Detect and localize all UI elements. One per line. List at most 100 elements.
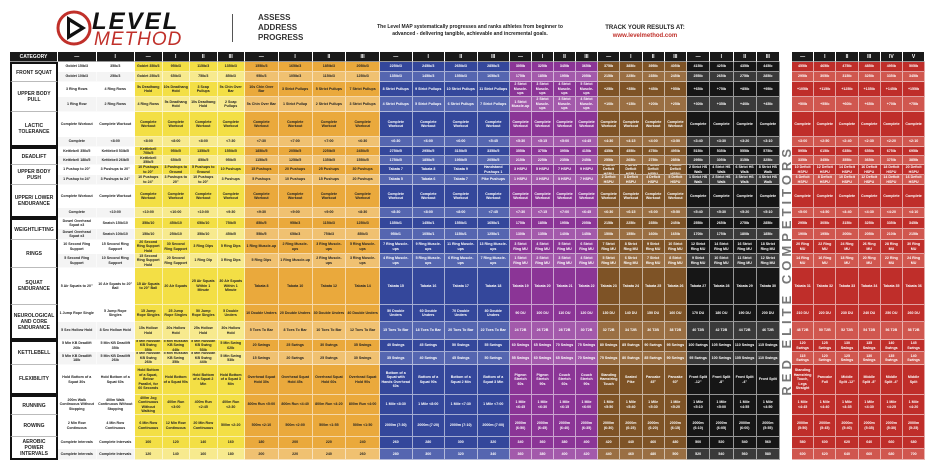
level-cell: 36 T2B: [642, 322, 665, 340]
level-cell: <5:10: [756, 208, 780, 218]
level-cell: 35 Swings: [380, 352, 413, 365]
level-cell: 15 Air Squats to 20" Ball: [135, 268, 163, 305]
level-cell: 6 Deficit HSPU: [792, 175, 815, 185]
level-cell: 195lb/5: [445, 156, 478, 165]
level-cell: Complete Workout: [445, 112, 478, 137]
level-cell: Complete Workout: [510, 185, 532, 208]
level-cell: 480: [664, 437, 687, 449]
level-cell: 245lb/5: [346, 147, 380, 156]
level-cell: 5 Min Russian KB Swing 35lb: [162, 352, 190, 365]
level-cell: 240: [312, 449, 347, 460]
level-cell: 44 T2B: [733, 322, 757, 340]
level-cell: Complete Workout: [278, 185, 313, 208]
level-cell: +65lb: [687, 82, 711, 97]
level-cell: 200: [245, 449, 279, 460]
level-header-purple: —: [510, 52, 532, 62]
level-cell: Complete Workout: [135, 185, 163, 208]
level-cell: Tabata 22: [576, 268, 598, 305]
level-cell: 120: [135, 449, 163, 460]
level-header-blue: III: [477, 52, 510, 62]
level-cell: Tabata 34: [858, 268, 881, 305]
level-cell: 100: [135, 437, 163, 449]
level-cell: 260 DU: [903, 305, 926, 322]
level-cell: 58 T2B: [903, 322, 926, 340]
level-cell: 185lb: [756, 229, 780, 240]
level-cell: <3:40: [687, 137, 711, 147]
level-cell: 345lb: [903, 72, 926, 82]
level-cell: 5 Strict Pullups: [312, 82, 347, 97]
level-cell: 1 HSPU: [510, 175, 532, 185]
level-cell: <9:00: [312, 208, 347, 218]
level-cell: 375lb: [598, 62, 621, 72]
level-cell: Complete Workout: [554, 112, 576, 137]
level-cell: 46 T2B: [756, 322, 780, 340]
level-cell: 305lb: [814, 218, 837, 229]
level-cell: Tabata 17: [445, 268, 478, 305]
level-cell: 5 Jump Rope Singles: [96, 305, 135, 322]
level-cell: Complete Workout: [245, 185, 279, 208]
level-cell: 580: [792, 437, 815, 449]
level-cell: 400m Run <2:30: [217, 395, 245, 415]
level-cell: <8:00: [96, 137, 135, 147]
level-cell: Complete Workout: [96, 185, 135, 208]
level-cell: 635lb: [836, 147, 859, 156]
level-cell: Tabata 24: [620, 268, 643, 305]
level-cell: <10:00: [135, 208, 163, 218]
level-cell: 110 Swings: [733, 340, 757, 352]
level-cell: 5 HSPU: [554, 175, 576, 185]
level-cell: 295lb: [687, 156, 711, 165]
level-cell: <2:10: [903, 137, 926, 147]
level-cell: Complete Workout: [245, 112, 279, 137]
level-cell: 500m <2:10: [245, 415, 279, 437]
level-method-logo: LEVEL METHOD: [56, 8, 216, 50]
level-cell: 215lb: [598, 218, 621, 229]
level-cell: Tabata 5: [380, 175, 413, 185]
level-cell: 10 Double Unders: [245, 305, 279, 322]
level-cell: 215lb: [903, 229, 926, 240]
level-cell: 2000m (5:30): [880, 415, 903, 437]
level-cell: 10 Pushups: [217, 165, 245, 175]
level-cell: 40 T2B: [687, 322, 711, 340]
level-cell: 95lb/1: [380, 229, 413, 240]
level-cell: 50 Swings: [445, 340, 478, 352]
level-cell: 700: [903, 449, 926, 460]
level-cell: 5 Toes To Bar: [245, 322, 279, 340]
level-cell: Kettlebell 35lb/5: [58, 147, 97, 156]
level-cell: 22 Toes To Bar: [477, 322, 510, 340]
level-cell: 595lb: [792, 147, 815, 156]
level-cell: 395lb: [642, 62, 665, 72]
level-cell: <6:00: [412, 137, 445, 147]
level-cell: <7:15: [532, 208, 554, 218]
level-cell: 1 Mile <4:45: [792, 395, 815, 415]
level-cell: Tabata 15: [380, 268, 413, 305]
level-cell: 425lb: [710, 62, 734, 72]
website-link[interactable]: www.levelmethod.com: [612, 33, 678, 39]
level-cell: 155lb/5: [217, 147, 245, 156]
level-cell: 30 Second Ring Support: [162, 240, 190, 254]
level-cell: 495lb: [664, 147, 687, 156]
level-cell: 315lb: [836, 72, 859, 82]
level-cell: 85 Swings: [620, 340, 643, 352]
level-cell: 50 T2B: [814, 322, 837, 340]
level-cell: 95lb/3: [278, 218, 313, 229]
level-cell: +55lb: [664, 82, 687, 97]
level-cell: 435lb: [598, 147, 621, 156]
level-cell: Complete Workout: [58, 185, 97, 208]
level-cell: 2 Strict HS Walk: [687, 165, 711, 175]
level-cell: 10 Pushups: [278, 175, 313, 185]
level-cell: <7:45: [477, 208, 510, 218]
level-cell: 20 Swings: [278, 352, 313, 365]
category-label: UPPER BODY PUSH: [10, 165, 58, 185]
level-cell: 2000m (6:40): [554, 415, 576, 437]
level-cell: 15 Pushups: [312, 175, 347, 185]
level-cell: 4 Ring Muscle-ups: [380, 254, 413, 268]
level-cell: 2 Min Row Continuous: [58, 415, 97, 437]
level-cell: 4 Strict Muscle-ups: [554, 82, 576, 97]
level-cell: 455lb: [792, 62, 815, 72]
level-cell: Complete: [687, 112, 711, 137]
level-cell: <9:00: [278, 208, 313, 218]
level-cell: <10:00: [190, 208, 218, 218]
level-cell: Front Split -4": [733, 365, 757, 395]
level-cell: 2000m (6:30): [598, 415, 621, 437]
level-cell: +135lb: [858, 82, 881, 97]
